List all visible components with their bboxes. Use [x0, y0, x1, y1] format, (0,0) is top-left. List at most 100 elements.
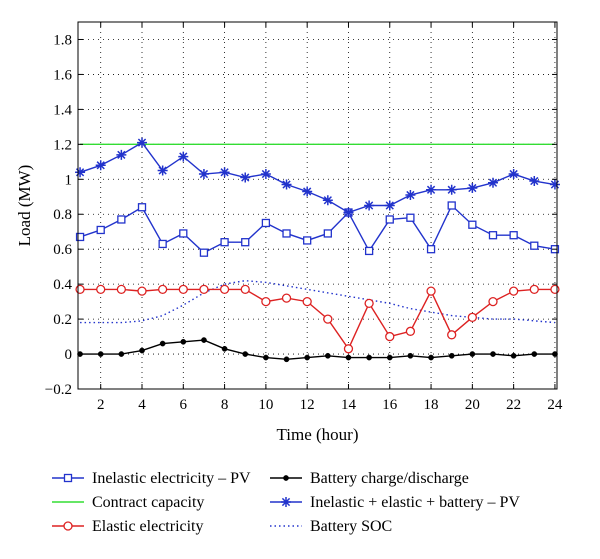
data-point	[531, 351, 538, 357]
data-point	[529, 284, 539, 295]
data-point	[139, 347, 145, 354]
series-layer	[75, 137, 560, 363]
legend-swatch-marker	[283, 475, 289, 481]
legend-label: Elastic electricity	[92, 518, 204, 535]
series-3	[77, 337, 558, 363]
data-point	[137, 286, 147, 296]
data-point	[488, 231, 498, 240]
legend-entry: Battery charge/discharge	[270, 470, 469, 487]
data-point	[137, 137, 148, 148]
y-tick-label: 1.2	[53, 137, 72, 153]
data-point	[281, 179, 292, 190]
data-point	[137, 203, 147, 212]
x-axis-label: Time (hour)	[276, 425, 358, 444]
grid	[78, 22, 557, 390]
data-point	[469, 351, 476, 357]
series-0	[75, 201, 560, 257]
data-point	[219, 284, 230, 295]
y-tick-label: 0	[65, 347, 73, 363]
data-point	[198, 169, 209, 180]
data-point	[220, 238, 229, 247]
y-tick-label: 0.6	[53, 242, 72, 258]
x-tick-label: 22	[506, 397, 521, 413]
y-tick-label: −0.2	[45, 382, 72, 398]
data-point	[75, 167, 86, 178]
data-point	[467, 183, 478, 194]
data-point	[75, 284, 85, 295]
data-point	[118, 351, 125, 357]
legend-entry: Inelastic electricity – PV	[52, 470, 251, 487]
data-point	[240, 172, 251, 183]
data-point	[508, 169, 519, 180]
data-point	[116, 149, 127, 160]
data-point	[446, 184, 457, 195]
data-point	[345, 354, 352, 361]
data-point	[407, 352, 414, 359]
series-4	[75, 137, 560, 218]
tick-labels: 2 4 6 8 10 12 14 16 18 20 22 24−0.200.20.40.60.811.…	[45, 32, 563, 413]
data-point	[488, 296, 498, 307]
data-point	[324, 352, 331, 359]
legend-swatch-marker	[281, 497, 291, 507]
data-point	[302, 296, 312, 307]
data-point	[510, 352, 517, 359]
data-point	[364, 298, 374, 309]
series-5	[80, 279, 555, 324]
data-point	[199, 248, 209, 257]
data-point	[530, 241, 539, 250]
data-point	[240, 284, 250, 295]
data-point	[178, 284, 188, 295]
data-point	[179, 229, 188, 238]
data-point	[283, 356, 290, 363]
data-point	[304, 354, 311, 361]
series-line	[79, 141, 556, 214]
y-tick-label: 0.4	[53, 277, 72, 293]
x-tick-label: 24	[547, 397, 563, 413]
data-point	[260, 169, 271, 180]
data-point	[241, 238, 250, 247]
y-tick-label: 0.8	[53, 207, 72, 223]
data-point	[366, 354, 372, 361]
x-tick-label: 14	[341, 397, 357, 413]
x-tick-label: 10	[258, 397, 273, 413]
data-point	[96, 284, 106, 295]
data-point	[364, 200, 375, 211]
x-tick-label: 4	[138, 397, 146, 413]
x-tick-label: 18	[424, 397, 439, 413]
data-point	[261, 218, 271, 228]
legend-entry: Elastic electricity	[52, 518, 204, 535]
legend-entry: Contract capacity	[52, 494, 204, 511]
data-point	[549, 179, 560, 190]
series-line	[79, 204, 556, 254]
data-point	[426, 286, 436, 296]
data-point	[281, 293, 292, 303]
plot-frame	[77, 21, 558, 390]
legend-entry: Battery SOC	[270, 518, 392, 535]
data-point	[448, 352, 455, 359]
data-point	[242, 351, 249, 357]
data-point	[303, 236, 312, 245]
data-point	[364, 246, 374, 256]
y-tick-label: 1.4	[53, 102, 72, 118]
data-point	[447, 201, 456, 210]
y-axis-label: Load (MW)	[15, 165, 34, 247]
data-point	[529, 176, 540, 187]
data-point	[201, 337, 207, 343]
data-point	[385, 331, 395, 342]
data-point	[426, 184, 437, 195]
y-tick-label: 1	[65, 172, 73, 188]
x-tick-label: 20	[465, 397, 480, 413]
data-point	[385, 215, 394, 224]
data-point	[384, 200, 395, 211]
x-tick-label: 6	[180, 397, 188, 413]
y-tick-label: 1.8	[53, 32, 72, 48]
data-point	[117, 215, 126, 224]
data-point	[487, 177, 498, 188]
legend-swatch-marker	[63, 473, 73, 483]
data-point	[75, 232, 85, 242]
data-point	[157, 165, 168, 176]
data-point	[447, 330, 457, 340]
legend-swatch-marker	[63, 521, 73, 531]
legend-entry: Inelastic + elastic + battery – PV	[270, 494, 520, 511]
